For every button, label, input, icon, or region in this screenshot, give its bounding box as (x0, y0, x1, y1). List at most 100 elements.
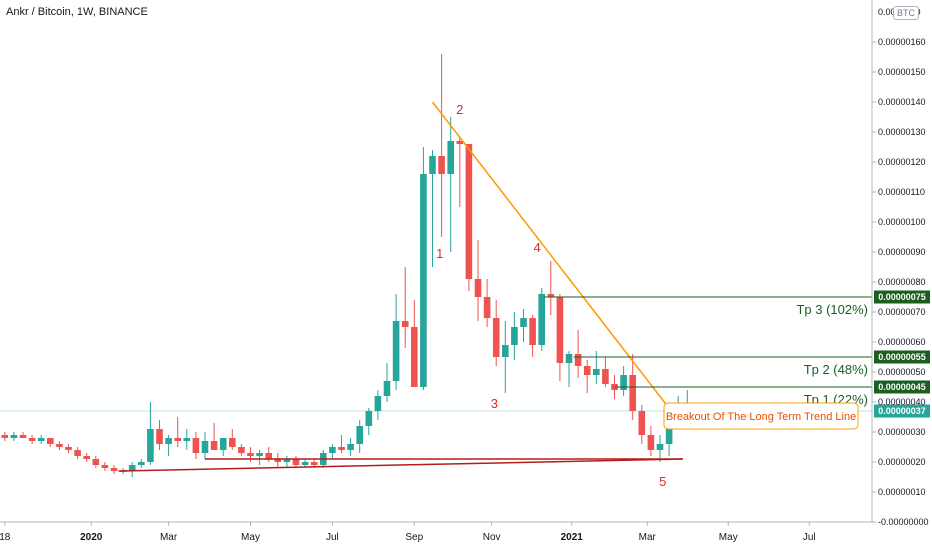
candle-body[interactable] (165, 438, 172, 444)
candle-body[interactable] (602, 369, 609, 384)
target-price-tag-text: 0.00000045 (878, 382, 926, 392)
candle-body[interactable] (629, 375, 636, 411)
candle-body[interactable] (392, 321, 400, 381)
current-price-tag-text: 0.00000037 (878, 406, 926, 416)
candle-body[interactable] (229, 438, 236, 447)
x-tick-label: Mar (639, 532, 657, 543)
candle-body[interactable] (192, 438, 200, 453)
annotation-text: Breakout Of The Long Term Trend Line (666, 411, 856, 423)
candle-body[interactable] (310, 462, 318, 465)
x-tick-label: 2021 (561, 532, 584, 543)
candle-body[interactable] (356, 426, 363, 444)
x-tick-label: Jul (803, 532, 816, 543)
y-tick-label: 0.00000060 (878, 337, 926, 347)
candle-body[interactable] (37, 438, 45, 441)
candle-body[interactable] (483, 297, 491, 318)
wave-label: 5 (659, 474, 666, 489)
candle-body[interactable] (593, 369, 600, 375)
candle-body[interactable] (383, 381, 391, 396)
candle-body[interactable] (420, 174, 427, 387)
candle-body[interactable] (447, 141, 454, 174)
candle-body[interactable] (47, 438, 54, 444)
candle-body[interactable] (647, 435, 655, 450)
candle-body[interactable] (456, 141, 464, 144)
candle-body[interactable] (301, 462, 309, 465)
support-line[interactable] (118, 458, 683, 472)
candle-body[interactable] (1, 435, 9, 438)
candle-body[interactable] (583, 366, 591, 375)
candle-body[interactable] (128, 465, 136, 471)
candle-body[interactable] (238, 447, 245, 453)
candle-body[interactable] (28, 438, 36, 441)
candle-body[interactable] (538, 294, 545, 345)
candle-body[interactable] (474, 279, 482, 297)
wave-label: 3 (491, 396, 498, 411)
candle-body[interactable] (492, 318, 500, 357)
y-tick-label: 0.00000030 (878, 427, 926, 437)
candle-body[interactable] (529, 318, 536, 345)
candle-body[interactable] (138, 462, 145, 465)
y-tick-label: 0.00000010 (878, 487, 926, 497)
candle-body[interactable] (438, 156, 445, 174)
candle-body[interactable] (219, 438, 227, 450)
candle-body[interactable] (283, 459, 291, 462)
candle-body[interactable] (110, 468, 118, 471)
candle-body[interactable] (183, 438, 191, 441)
candle-body[interactable] (92, 459, 100, 465)
candle-body[interactable] (411, 327, 418, 387)
candle-body[interactable] (556, 297, 564, 363)
candle-body[interactable] (401, 321, 409, 327)
candle-body[interactable] (74, 450, 81, 456)
y-tick-label: 0.00000050 (878, 367, 926, 377)
candle-body[interactable] (174, 438, 181, 441)
candle-body[interactable] (511, 327, 518, 345)
candle-body[interactable] (292, 459, 300, 465)
candle-body[interactable] (547, 294, 555, 297)
annotation-box[interactable] (663, 402, 859, 430)
candle-body[interactable] (83, 456, 90, 459)
candle-body[interactable] (565, 354, 573, 363)
candle-body[interactable] (665, 423, 673, 444)
candle-body[interactable] (147, 429, 154, 462)
x-tick-label: May (719, 532, 738, 543)
candle-body[interactable] (520, 318, 527, 327)
candle-body[interactable] (574, 354, 582, 366)
candle-body[interactable] (10, 435, 18, 438)
candle-body[interactable] (247, 453, 254, 456)
candle-body[interactable] (465, 144, 473, 279)
candle-body[interactable] (19, 435, 27, 438)
candle-body[interactable] (65, 447, 72, 450)
downtrend-line[interactable] (431, 101, 679, 421)
candle-body[interactable] (429, 156, 436, 174)
candle-body[interactable] (201, 441, 209, 453)
candle-body[interactable] (56, 444, 63, 447)
target-price-tag-text: 0.00000075 (878, 292, 926, 302)
chart-title: Ankr / Bitcoin, 1W, BINANCE (6, 6, 148, 18)
y-tick-label: 0.00000040 (878, 397, 926, 407)
candle-body[interactable] (502, 345, 509, 357)
candle-body[interactable] (265, 453, 272, 459)
candle-body[interactable] (329, 447, 336, 453)
candle-body[interactable] (338, 447, 345, 450)
candle-body[interactable] (347, 444, 354, 450)
candle-body[interactable] (156, 429, 163, 444)
y-tick-label: 0.00000120 (878, 157, 926, 167)
candle-body[interactable] (101, 465, 109, 468)
candle-body[interactable] (256, 453, 263, 456)
candle-body[interactable] (210, 441, 218, 450)
y-tick-label: -0.00000000 (878, 517, 929, 527)
y-tick-label: 0.00000080 (878, 277, 926, 287)
candle-body[interactable] (274, 459, 282, 462)
candle-body[interactable] (638, 411, 646, 435)
candle-body[interactable] (365, 411, 373, 426)
x-tick-label: Jul (326, 532, 339, 543)
y-tick-label: 0.00000140 (878, 97, 926, 107)
currency-badge[interactable]: BTC (893, 6, 919, 20)
target-price-tag (874, 350, 930, 364)
target-price-tag-text: 0.00000055 (878, 352, 926, 362)
y-tick-label: 0.00000160 (878, 37, 926, 47)
candle-body[interactable] (620, 375, 627, 390)
candle-body[interactable] (374, 396, 382, 411)
candle-body[interactable] (656, 444, 664, 450)
